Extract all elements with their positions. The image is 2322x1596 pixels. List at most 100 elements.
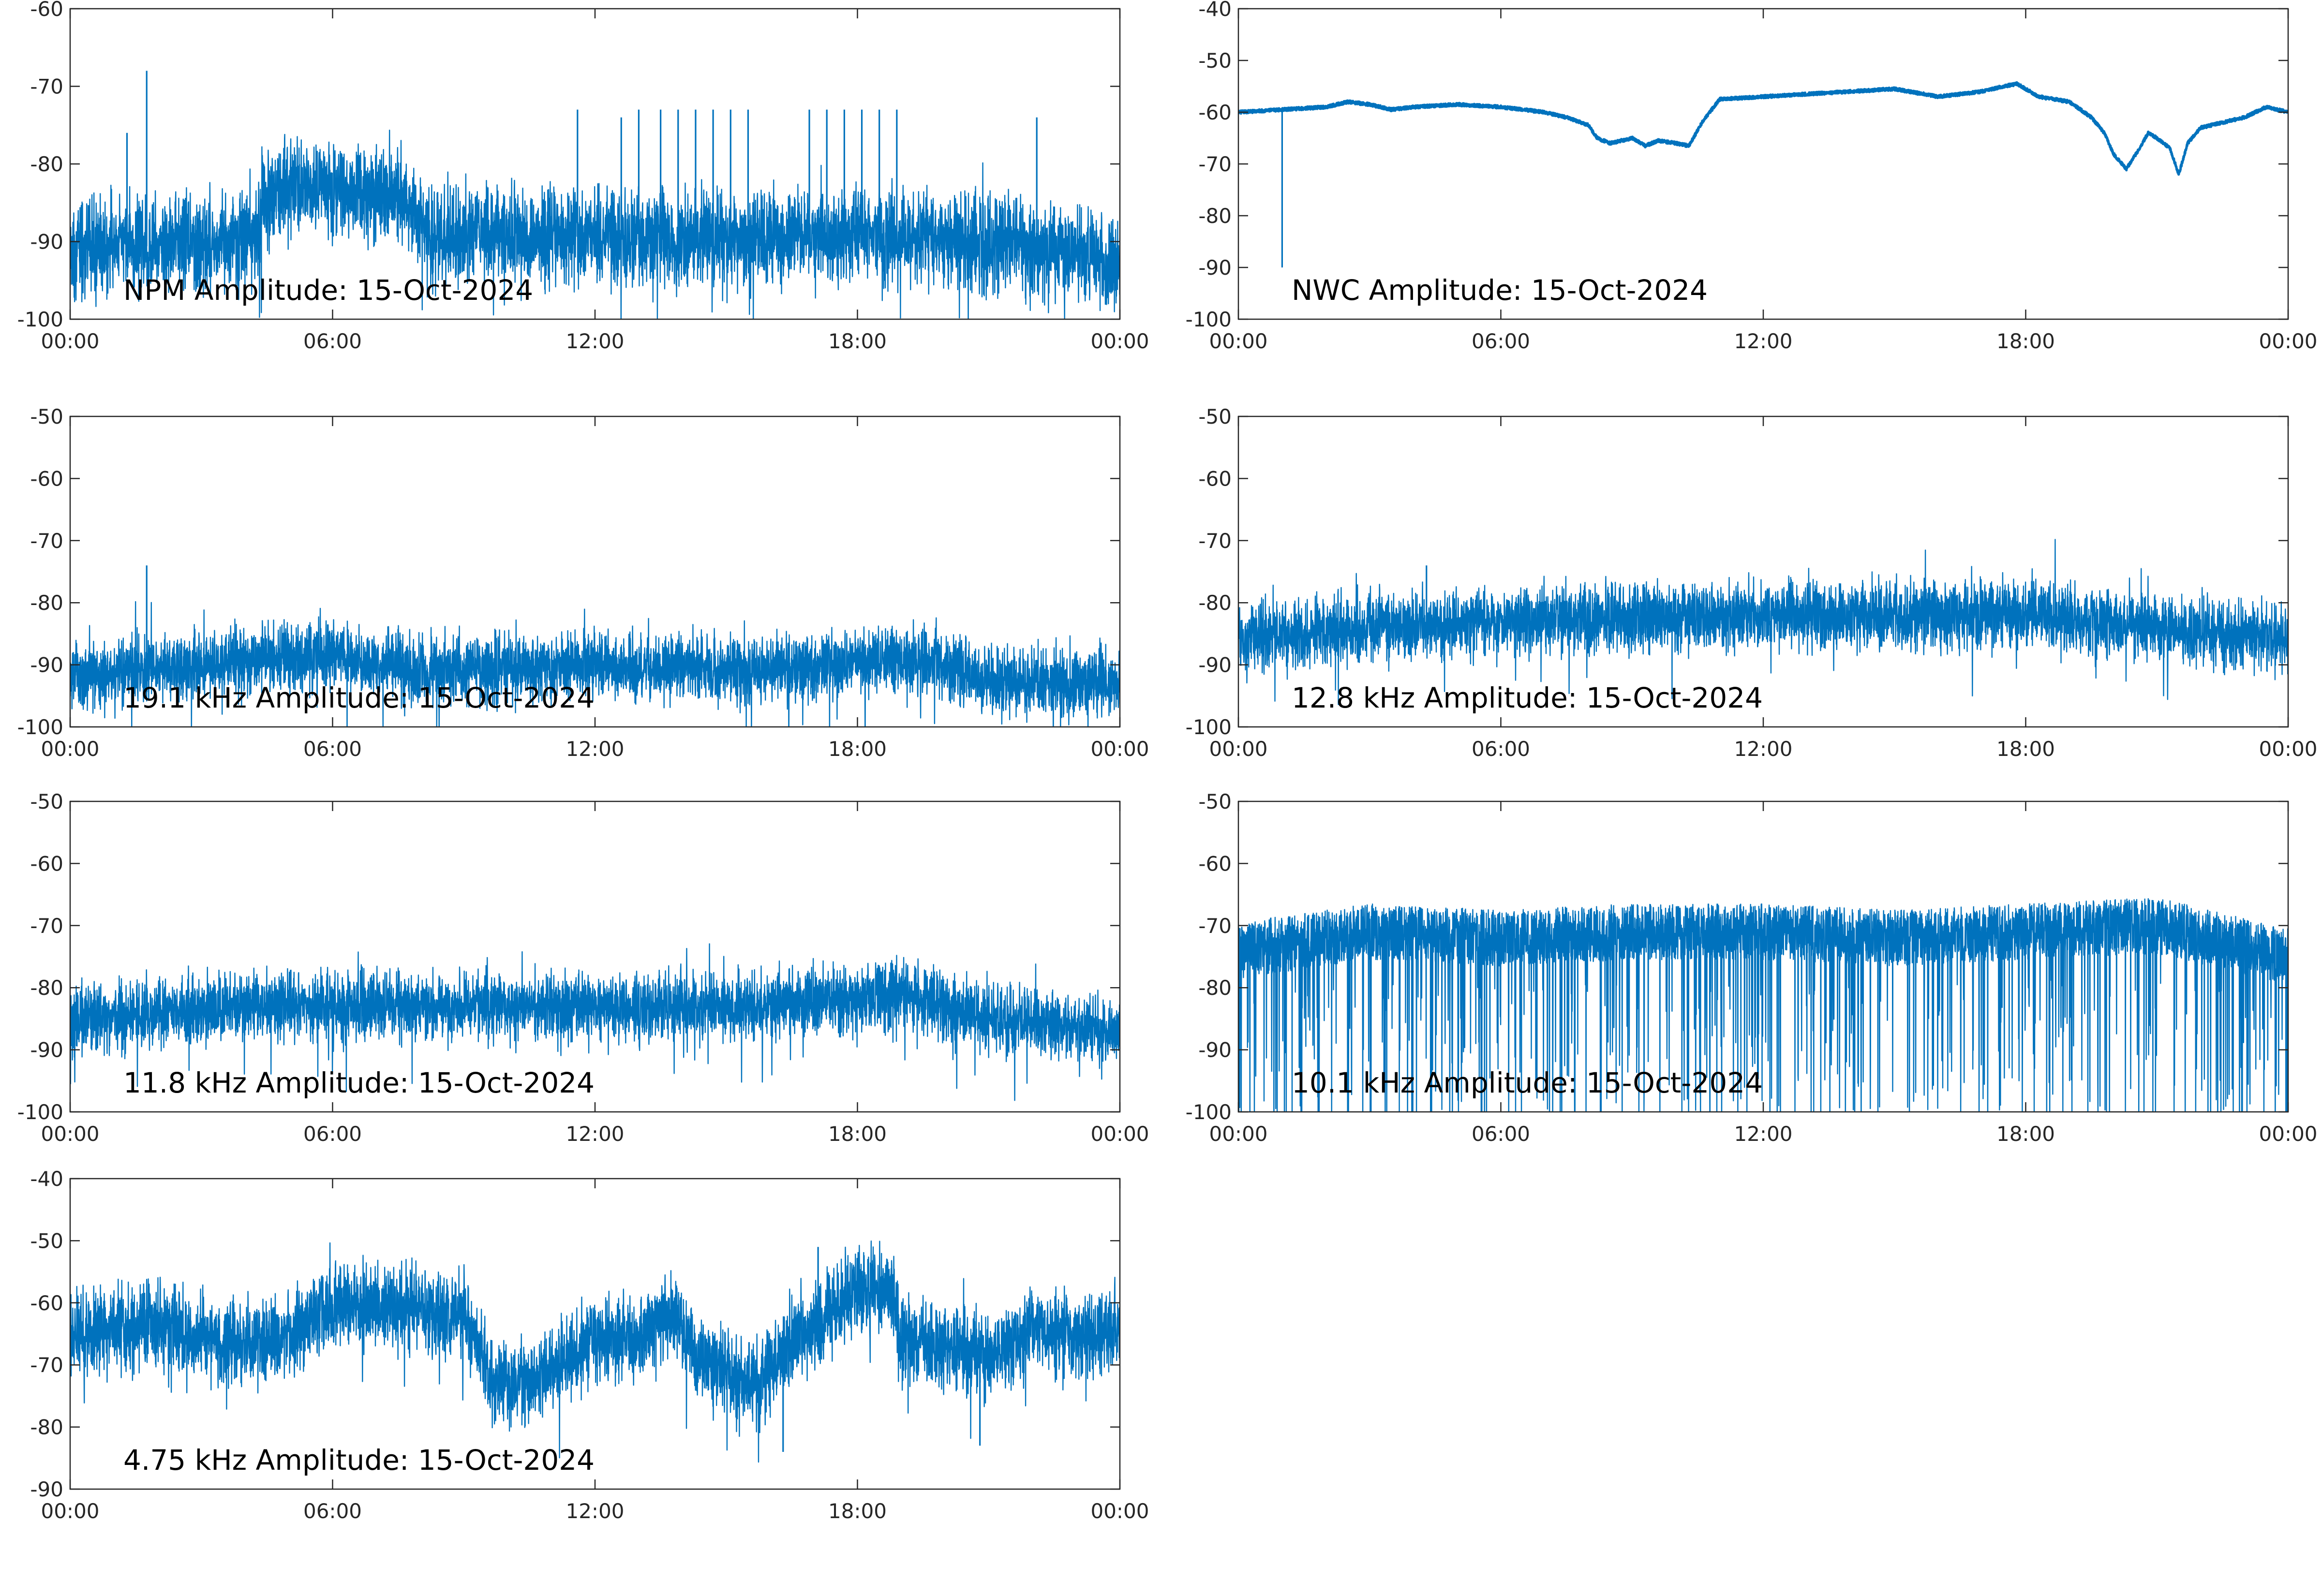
- y-tick-label: -70: [30, 529, 63, 553]
- series-line: [70, 601, 1120, 727]
- x-tick-label: 18:00: [828, 1122, 887, 1146]
- series-line: [70, 943, 1120, 1101]
- x-tick-label: 00:00: [1209, 737, 1267, 761]
- y-tick-label: -90: [1198, 653, 1232, 677]
- y-tick-label: -60: [30, 467, 63, 490]
- axes-frame: [69, 800, 1121, 1113]
- x-tick-label: 12:00: [1734, 737, 1792, 761]
- chart-title: NPM Amplitude: 15-Oct-2024: [123, 274, 533, 307]
- y-tick-label: -100: [1186, 308, 1232, 331]
- x-tick-label: 06:00: [1472, 737, 1530, 761]
- y-tick-label: -90: [30, 653, 63, 677]
- y-tick-label: -50: [30, 790, 63, 813]
- x-tick-label: 00:00: [2259, 329, 2317, 353]
- series-line: [70, 130, 1120, 319]
- chart-panel-7: 00:00 06:00 12:00 18:00 00:00-90-80-70-60-50…: [30, 1167, 1149, 1523]
- y-tick-label: -80: [30, 976, 63, 1000]
- y-tick-label: -70: [30, 914, 63, 938]
- x-tick-label: 12:00: [566, 1499, 624, 1523]
- y-tick-label: -50: [30, 405, 63, 429]
- x-tick-label: 18:00: [828, 329, 887, 353]
- y-tick-label: -80: [1198, 591, 1232, 615]
- y-tick-label: -60: [1198, 101, 1232, 124]
- y-tick-label: -100: [17, 715, 63, 739]
- x-tick-label: 00:00: [41, 1499, 99, 1523]
- y-tick-label: -70: [1198, 529, 1232, 553]
- y-tick-label: -90: [1198, 256, 1232, 280]
- y-tick-label: -90: [1198, 1038, 1232, 1062]
- series-line: [1238, 81, 2288, 176]
- y-tick-label: -60: [30, 852, 63, 875]
- axes-frame: [69, 8, 1121, 320]
- y-tick-label: -70: [30, 75, 63, 99]
- chart-title: 10.1 kHz Amplitude: 15-Oct-2024: [1292, 1066, 1763, 1099]
- y-tick-label: -90: [30, 1038, 63, 1062]
- x-tick-label: 00:00: [1090, 737, 1149, 761]
- y-tick-label: -60: [1198, 852, 1232, 875]
- y-tick-label: -50: [1198, 405, 1232, 429]
- chart-title: 11.8 kHz Amplitude: 15-Oct-2024: [123, 1066, 595, 1099]
- x-tick-label: 06:00: [1472, 329, 1530, 353]
- x-tick-label: 00:00: [1090, 329, 1149, 353]
- y-tick-label: -60: [30, 1291, 63, 1315]
- series-line: [1238, 898, 2288, 1112]
- y-tick-label: -80: [1198, 204, 1232, 228]
- y-tick-label: -80: [30, 152, 63, 176]
- x-tick-label: 00:00: [2259, 1122, 2317, 1146]
- x-tick-label: 18:00: [1996, 1122, 2055, 1146]
- y-tick-label: -60: [1198, 467, 1232, 490]
- y-tick-label: -90: [30, 230, 63, 254]
- x-tick-label: 00:00: [41, 329, 99, 353]
- y-tick-label: -80: [30, 1416, 63, 1439]
- x-tick-label: 06:00: [303, 329, 362, 353]
- x-tick-label: 18:00: [828, 737, 887, 761]
- chart-title: 12.8 kHz Amplitude: 15-Oct-2024: [1292, 681, 1763, 714]
- chart-title: 19.1 kHz Amplitude: 15-Oct-2024: [123, 681, 595, 714]
- x-tick-label: 06:00: [303, 1499, 362, 1523]
- x-tick-label: 06:00: [303, 737, 362, 761]
- x-tick-label: 12:00: [566, 1122, 624, 1146]
- y-tick-label: -90: [30, 1478, 63, 1501]
- y-tick-label: -50: [1198, 49, 1232, 73]
- y-tick-label: -100: [1186, 715, 1232, 739]
- y-tick-label: -40: [1198, 0, 1232, 21]
- x-tick-label: 00:00: [1209, 1122, 1267, 1146]
- chart-title: NWC Amplitude: 15-Oct-2024: [1292, 274, 1708, 307]
- y-tick-label: -80: [1198, 976, 1232, 1000]
- y-tick-label: -100: [17, 1100, 63, 1124]
- series-line: [1238, 539, 2288, 705]
- x-tick-label: 18:00: [828, 1499, 887, 1523]
- series-line: [70, 1240, 1120, 1463]
- x-tick-label: 00:00: [1090, 1499, 1149, 1523]
- chart-panel-5: 00:00 06:00 12:00 18:00 00:00-100-90-80-70-6…: [17, 790, 1149, 1146]
- y-tick-label: -50: [30, 1229, 63, 1253]
- x-tick-label: 00:00: [2259, 737, 2317, 761]
- y-tick-label: -50: [1198, 790, 1232, 813]
- y-tick-label: -60: [30, 0, 63, 21]
- x-tick-label: 06:00: [1472, 1122, 1530, 1146]
- y-tick-label: -70: [30, 1353, 63, 1377]
- chart-panel-4: 00:00 06:00 12:00 18:00 00:00-100-90-80-70-6…: [1186, 405, 2318, 761]
- x-tick-label: 00:00: [41, 737, 99, 761]
- x-tick-label: 00:00: [1209, 329, 1267, 353]
- x-tick-label: 12:00: [566, 329, 624, 353]
- y-tick-label: -100: [17, 308, 63, 331]
- x-tick-label: 00:00: [41, 1122, 99, 1146]
- x-tick-label: 12:00: [1734, 329, 1792, 353]
- y-tick-label: -80: [30, 591, 63, 615]
- x-tick-label: 00:00: [1090, 1122, 1149, 1146]
- axes-frame: [1237, 415, 2289, 728]
- y-tick-label: -40: [30, 1167, 63, 1191]
- x-tick-label: 18:00: [1996, 737, 2055, 761]
- y-tick-label: -70: [1198, 152, 1232, 176]
- chart-panel-3: 00:00 06:00 12:00 18:00 00:00-100-90-80-70-6…: [17, 405, 1149, 761]
- chart-panel-6: 00:00 06:00 12:00 18:00 00:00-100-90-80-70-6…: [1186, 790, 2318, 1146]
- x-tick-label: 06:00: [303, 1122, 362, 1146]
- y-tick-label: -70: [1198, 914, 1232, 938]
- x-tick-label: 12:00: [1734, 1122, 1792, 1146]
- chart-panel-2: 00:00 06:00 12:00 18:00 00:00-100-90-80-70-6…: [1186, 0, 2318, 353]
- chart-panel-1: 00:00 06:00 12:00 18:00 00:00-100-90-80-70-6…: [17, 0, 1149, 353]
- x-tick-label: 12:00: [566, 737, 624, 761]
- y-tick-label: -100: [1186, 1100, 1232, 1124]
